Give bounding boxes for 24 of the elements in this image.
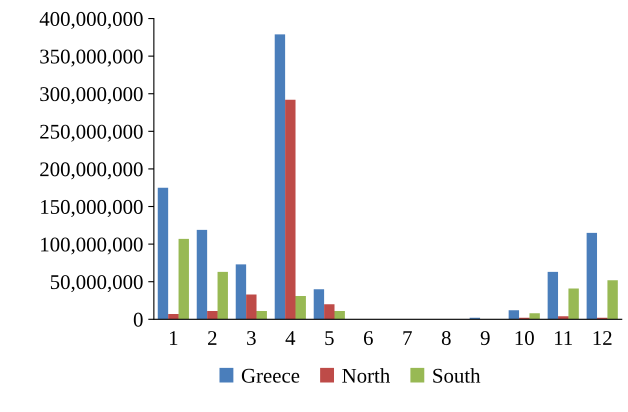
x-tick-label: 6 — [364, 331, 373, 346]
legend-label: North — [342, 368, 390, 383]
x-tick-label: 5 — [325, 331, 334, 346]
y-tick-label: 200,000,000 — [40, 162, 143, 180]
x-tick-label: 2 — [208, 331, 216, 345]
y-tick-label: 400,000,000 — [40, 12, 143, 29]
x-tick-label: 3 — [247, 331, 256, 346]
x-tick-label: 7 — [403, 331, 412, 345]
legend-label: South — [433, 368, 480, 383]
x-tick-label: 12 — [594, 331, 612, 345]
y-tick-label: 300,000,000 — [40, 87, 143, 104]
y-tick-label: 0 — [134, 312, 143, 327]
x-tick-label: 10 — [516, 331, 534, 346]
x-tick-label: 8 — [442, 331, 451, 346]
x-tick-label: 9 — [480, 331, 490, 346]
x-tick-label: 1 — [170, 331, 178, 345]
y-tick-label: 150,000,000 — [41, 200, 143, 217]
y-tick-label: 100,000,000 — [41, 237, 143, 255]
y-tick-label: 350,000,000 — [40, 50, 143, 67]
legend-label: Greece — [242, 368, 300, 383]
x-tick-label: 4 — [286, 331, 296, 345]
x-tick-label: 11 — [555, 331, 572, 345]
y-tick-label: 50,000,000 — [50, 275, 143, 292]
y-tick-label: 250,000,000 — [40, 124, 143, 142]
